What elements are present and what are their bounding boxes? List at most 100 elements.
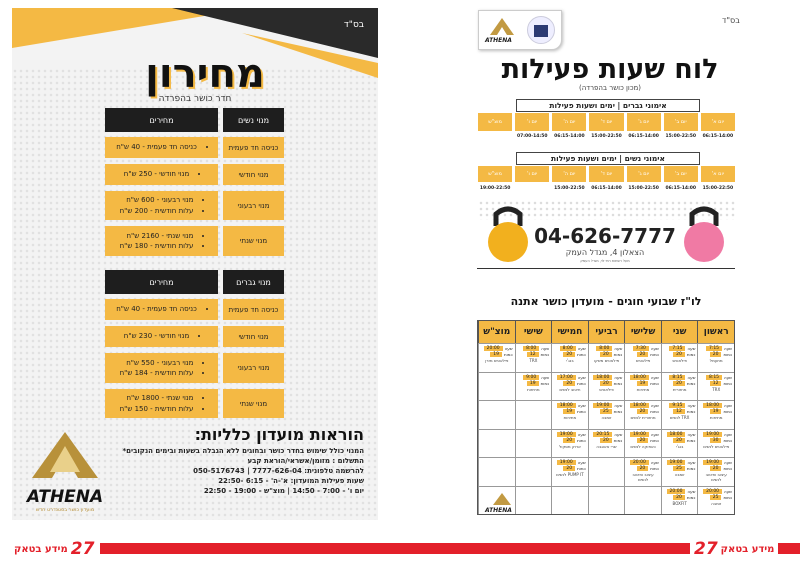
time-label: שעה [687,431,696,437]
footer-brand: מידע בטאק [14,543,68,555]
count-row: כמות 19 [481,352,513,357]
rule-line: המנוי כולל שימוש בחדר כושר ובחוגים ללא ה… [122,447,364,455]
class-count: 19 [636,380,649,386]
class-count: 20 [636,466,649,471]
class-cell: שעה 8:15 כמות 20 מחזורית [660,371,698,400]
footer-brand: מידע בטאק [720,543,775,555]
day-header: יום ב' [663,113,698,131]
price-row-type: כניסה חד פעמית [223,299,284,320]
class-name: מתיחות [636,386,650,392]
class-count: 19 [563,409,576,414]
address-note: מעל רשתות רמי לוי, מגדל העמק [580,259,630,263]
day-header: מוצ"ש [478,113,513,131]
count-row: כמות 20 [664,380,695,386]
time-label: שעה [724,374,732,380]
class-name: בנג'י [566,358,574,363]
time-label: שעה [577,431,586,437]
price-list-flyer: בס"ד מחירון חדר כושר בהפרדה מנוי נשים מח… [12,8,378,520]
class-cell: שעה 17:00 כמות 20 חיטוב לנשים [551,371,588,400]
time-label: שעה [650,460,659,465]
footer-right-logo: 27 מידע בטאק [690,539,779,559]
class-name: חיטוב לנשים [559,386,581,392]
count-label: כמות [686,494,696,500]
class-time: 9:00 [523,374,540,380]
time-row: שעה 20:15 [591,431,622,437]
class-cell: שעה 18:00 כמות 20 מחזורית לנשים [624,400,661,429]
bsd-label: בס"ד [343,20,364,30]
time-row: שעה 7:15 [664,346,695,351]
count-label: כמות [540,352,550,357]
class-cell: שעה 19:00 כמות 25 זומבה [587,400,625,429]
count-row: כמות 25 [591,409,623,414]
count-row: כמות 20 [554,352,586,357]
count-row: כמות 20 [554,380,586,386]
count-row: כמות 20 [627,409,659,414]
schedule-day-header: ראשון [697,321,734,343]
price-row-type: מנוי רבעוני [223,191,284,220]
class-name: BOXFIT [672,500,687,506]
time-row: שעה 19:00 [554,460,586,465]
class-cell: שעה 19:00 כמות 30 פילאטיס לנשים [697,428,734,457]
dot-pattern [478,200,735,220]
count-label: כמות [650,466,659,471]
empty-cell [478,457,515,486]
class-cell: שעה 18:00 כמות 19 מתיחות [551,400,588,429]
time-row: שעה 20:00 [627,460,659,465]
time-label: שעה [577,403,586,408]
class-time: 20:00 [666,488,686,494]
time-label: שעה [687,460,696,465]
count-row: כמות 19 [518,380,550,386]
class-count: 20 [673,494,685,500]
pink-kettlebell-icon [684,206,724,262]
class-count: 25 [709,494,722,500]
price-row-type: מנוי חודשי [223,326,284,347]
day-header: יום ו' [515,166,550,182]
page-number-left: 27 [70,539,95,559]
count-label: כמות [613,352,623,357]
count-label: כמות [613,437,623,443]
day-header: יום א' [700,113,735,131]
class-time: 18:00 [629,403,649,408]
empty-cell [478,371,515,400]
time-label: שעה [577,346,586,351]
empty-cell [587,457,625,486]
class-count: 20 [563,380,576,386]
price-row-type: כניסה חד פעמית [223,137,284,158]
time-row: שעה 18:00 [664,431,696,437]
empty-cell [478,400,515,429]
count-row: כמות 25 [700,494,732,500]
count-label: כמות [540,380,550,386]
count-label: כמות [613,409,623,414]
class-cell: שעה 7:30 כמות 20 פילאטיס [624,343,661,372]
price-item: מנוי שנתי - 1800 ש"ח [120,393,193,404]
class-time: 9:15 [669,403,686,408]
count-row: כמות 12 [700,380,732,386]
time-row: שעה 7:30 [627,346,659,351]
class-count: 20 [636,437,649,443]
schedule-day-header: מוצ"ש [478,321,515,343]
time-label: שעה [687,403,696,408]
price-item: כניסה חד פעמית - 40 ש"ח [116,142,197,153]
women-hours-value: 19:00-22:50 [479,186,511,191]
women-hours-banner: אימוני נשים | ימים ושעות פעילות [516,152,700,165]
class-time: 8:15 [669,374,686,380]
time-row: שעה 18:00 [591,374,622,380]
class-time: 19:00 [703,460,723,465]
price-item: מנוי חודשי - 250 ש"ח [124,169,189,180]
men-hours-value: 15:00-22:50 [665,134,697,139]
time-row: שעה 20:00 [481,346,513,351]
schedule-day-header: שלישי [624,321,661,343]
class-count: 20 [673,437,685,443]
class-time: 19:00 [629,431,649,437]
price-row-values: מנוי רבעוני - 550 ש"חעלות חודשית - 184 ש… [105,353,218,383]
men-type-header: מנוי גברים [223,270,284,294]
empty-cell [587,485,625,514]
class-time: 18:00 [703,403,723,408]
class-name: מתיחות [709,415,723,420]
count-row: כמות 20 [591,380,622,386]
class-name: TRX [529,358,538,363]
men-hours-banner: אימוני גברים | ימים ושעות פעילות [516,99,700,112]
schedule-title: לו"ז שבועי חוגים - מועדון כושר אתנה [510,295,702,308]
count-row: כמות 20 [700,466,732,471]
class-count: 20 [636,352,649,357]
